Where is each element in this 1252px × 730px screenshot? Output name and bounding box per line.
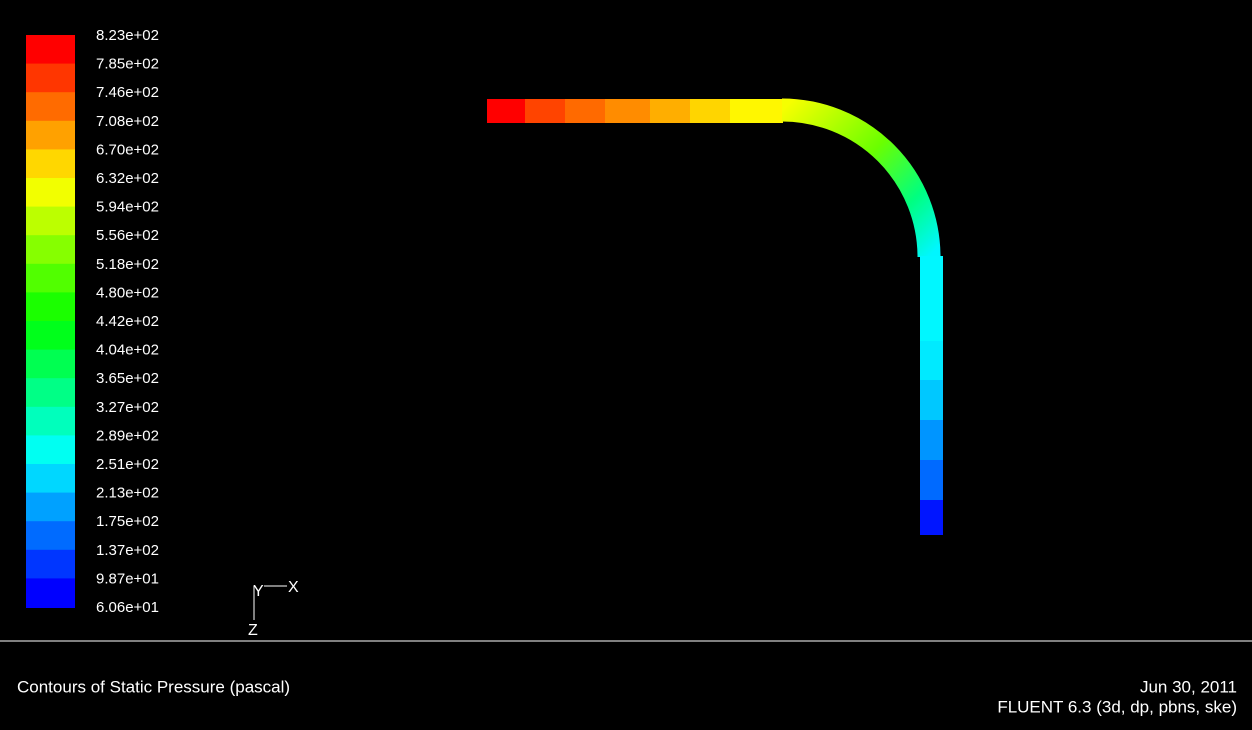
contour-band [487, 99, 526, 123]
contour-band [920, 460, 943, 501]
contour-band [920, 380, 943, 421]
legend-swatch [26, 378, 75, 408]
contour-band [730, 99, 783, 123]
legend-label: 4.42e+02 [96, 313, 159, 330]
legend-swatch [26, 493, 75, 523]
legend-swatch [26, 64, 75, 94]
legend-label: 3.27e+02 [96, 399, 159, 416]
legend-swatch [26, 407, 75, 437]
graphics-window: Y X Z Contours of Static Pressure (pasca… [0, 0, 1252, 730]
legend-swatch [26, 550, 75, 580]
legend-swatch [26, 321, 75, 351]
axis-label: Z [248, 622, 258, 639]
legend-swatch [26, 149, 75, 179]
legend-label: 3.65e+02 [96, 370, 159, 387]
axis-label: Y [253, 583, 264, 600]
legend-label: 5.56e+02 [96, 227, 159, 244]
contour-band [920, 256, 943, 342]
legend-swatch [26, 235, 75, 265]
legend-swatch [26, 264, 75, 294]
legend-label: 7.46e+02 [96, 84, 159, 101]
legend-label: 8.23e+02 [96, 27, 159, 44]
contour-band [650, 99, 691, 123]
legend-label: 6.32e+02 [96, 170, 159, 187]
legend-swatch [26, 578, 75, 608]
legend-label: 5.94e+02 [96, 199, 159, 216]
contour-band [920, 500, 943, 535]
legend-swatch [26, 121, 75, 151]
legend-label: 4.04e+02 [96, 342, 159, 359]
contour-band [690, 99, 731, 123]
contour-band [605, 99, 651, 123]
plot-date: Jun 30, 2011 [1140, 677, 1237, 696]
legend-label: 1.75e+02 [96, 513, 159, 530]
page: {"legend": {"labels": ["8.23e+02", "7.85… [0, 0, 1252, 730]
legend-swatch [26, 292, 75, 322]
legend-swatch [26, 35, 75, 65]
plot-title: Contours of Static Pressure (pascal) [17, 677, 290, 696]
legend-label: 7.08e+02 [96, 113, 159, 130]
legend-label: 1.37e+02 [96, 542, 159, 559]
legend-swatch [26, 435, 75, 465]
legend-label: 4.80e+02 [96, 284, 159, 301]
legend-swatch [26, 464, 75, 494]
legend-swatch [26, 350, 75, 380]
legend-label: 6.70e+02 [96, 141, 159, 158]
contour-band [920, 420, 943, 461]
legend-label: 9.87e+01 [96, 570, 159, 587]
legend-swatch [26, 521, 75, 551]
axis-label: X [288, 579, 299, 596]
contour-band [525, 99, 566, 123]
legend-label: 2.51e+02 [96, 456, 159, 473]
contour-band [920, 341, 943, 381]
legend-label: 2.13e+02 [96, 485, 159, 502]
software-info: FLUENT 6.3 (3d, dp, pbns, ske) [997, 697, 1237, 716]
legend-swatch [26, 178, 75, 208]
legend-swatch [26, 207, 75, 237]
contour-band [565, 99, 606, 123]
legend-label: 6.06e+01 [96, 599, 159, 616]
legend-swatch [26, 92, 75, 122]
legend-label: 5.18e+02 [96, 256, 159, 273]
legend-label: 7.85e+02 [96, 56, 159, 73]
legend-label: 2.89e+02 [96, 427, 159, 444]
